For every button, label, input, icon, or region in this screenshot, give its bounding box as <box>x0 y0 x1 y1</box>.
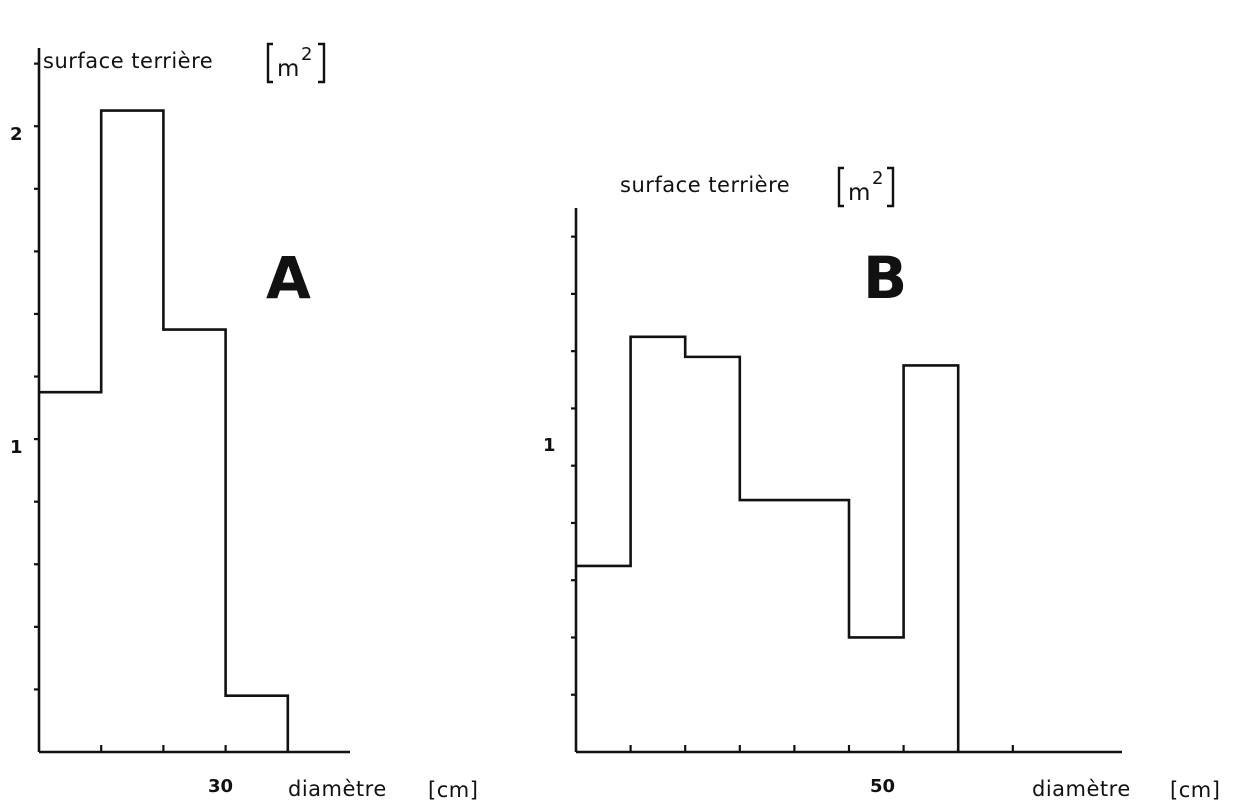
chart-b-bar <box>576 566 631 752</box>
chart-a-bar <box>226 696 288 752</box>
chart-a-histogram-outline <box>39 109 290 752</box>
chart-b-panel-letter: B <box>863 244 907 312</box>
chart-a-y-ticks <box>34 62 39 691</box>
chart-b-bar <box>685 357 740 752</box>
svg-text:m: m <box>277 56 299 82</box>
chart-a-x-tick-label-30: 30 <box>208 776 233 797</box>
chart-b-bar <box>740 500 849 752</box>
chart-b-y-axis-label: surface terrière <box>620 173 790 197</box>
chart-b: 1 50 surface terrière m 2 diamètre [cm] … <box>543 166 1220 802</box>
chart-a: 1 2 30 surface terrière m 2 diamètre [cm… <box>10 42 478 802</box>
svg-text:2: 2 <box>872 168 883 189</box>
chart-a-y-axis-label: surface terrière <box>43 49 213 73</box>
chart-b-y-axis-unit: m 2 <box>837 166 895 208</box>
chart-b-bars <box>576 337 958 752</box>
chart-b-y-ticks <box>571 235 576 696</box>
chart-a-x-axis-label: diamètre <box>288 777 387 801</box>
chart-b-y-tick-label-1: 1 <box>543 435 556 456</box>
svg-text:m: m <box>848 180 870 206</box>
chart-a-panel-letter: A <box>266 244 311 312</box>
chart-a-bar <box>163 330 225 752</box>
chart-b-bar <box>631 337 686 752</box>
chart-a-y-tick-label-1: 1 <box>10 437 23 458</box>
chart-a-x-axis-unit: [cm] <box>428 778 478 802</box>
chart-b-x-axis-label: diamètre <box>1032 777 1131 801</box>
chart-a-y-tick-label-2: 2 <box>10 124 23 145</box>
chart-a-y-axis-unit: m 2 <box>266 42 326 84</box>
svg-text:2: 2 <box>301 44 312 65</box>
chart-b-x-ticks <box>629 745 1014 752</box>
chart-b-x-tick-label-50: 50 <box>870 776 895 797</box>
chart-b-x-axis-unit: [cm] <box>1170 778 1220 802</box>
chart-a-bar <box>39 392 101 752</box>
chart-a-bar <box>101 111 163 752</box>
chart-b-bar <box>904 365 959 752</box>
chart-b-bar <box>849 637 904 752</box>
chart-b-histogram-outline <box>576 335 960 752</box>
